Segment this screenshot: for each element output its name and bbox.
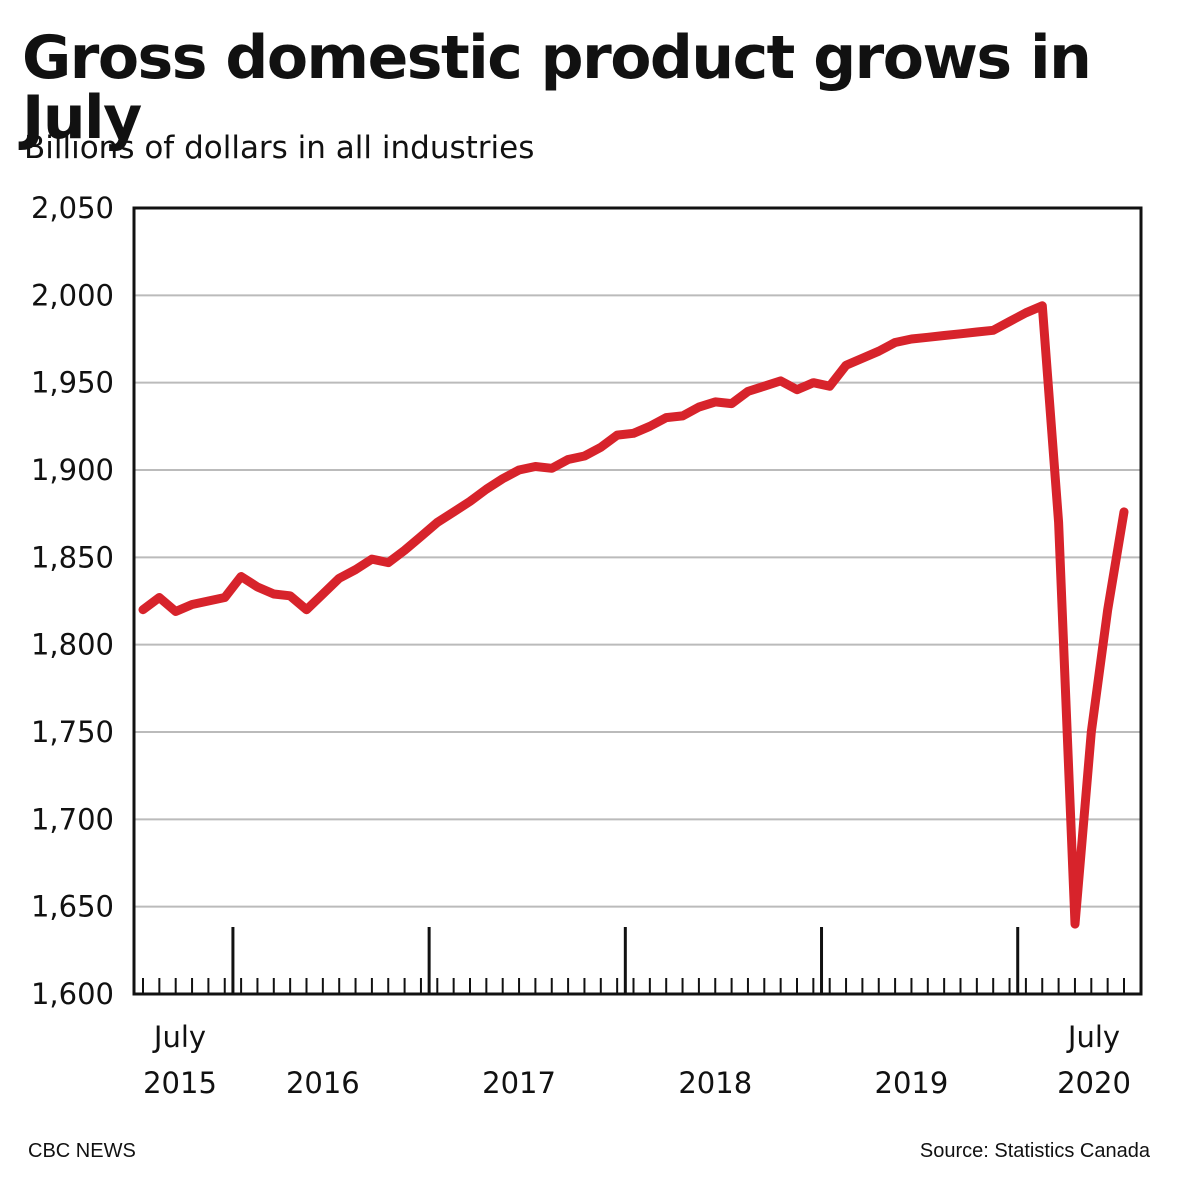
data-point [453,511,454,512]
data-point [273,594,274,595]
data-point [388,562,389,563]
data-point [862,358,863,359]
x-tick-label-year: 2015 [143,1066,217,1100]
gdp-series-line [138,301,1129,929]
y-tick-label: 1,650 [31,890,114,924]
data-point [1091,732,1092,733]
data-point [878,351,879,352]
data-point [241,576,242,577]
data-point [666,417,667,418]
y-tick-label: 1,900 [31,453,114,487]
data-point [976,332,977,333]
y-tick-label: 2,000 [31,278,114,312]
data-point [715,401,716,402]
data-point [698,407,699,408]
data-point [519,470,520,471]
data-point [1042,305,1043,306]
data-point [944,335,945,336]
data-point [895,342,896,343]
x-tick-label-year: 2016 [286,1066,360,1100]
y-tick-label: 1,600 [31,977,114,1011]
data-point [322,594,323,595]
data-point [208,601,209,602]
x-tick-label-year: 2017 [482,1066,556,1100]
data-point [1009,321,1010,322]
data-point [486,489,487,490]
data-point [502,478,503,479]
data-point [306,609,307,610]
y-tick-label: 1,750 [31,715,114,749]
source-brand: CBC NEWS [28,1140,136,1162]
chart-title: Gross domestic product grows in July [22,23,1092,153]
y-tick-label: 1,800 [31,628,114,662]
y-tick-label: 1,850 [31,540,114,574]
data-point [1025,312,1026,313]
data-point [175,611,176,612]
y-tick-label: 1,950 [31,366,114,400]
data-point [747,391,748,392]
data-point [355,569,356,570]
chart-subtitle: Billions of dollars in all industries [24,130,535,166]
data-point [649,426,650,427]
data-point [257,587,258,588]
data-point [584,456,585,457]
x-tick-label-year: 2019 [875,1066,949,1100]
data-point [1058,522,1059,523]
y-tick-label: 1,700 [31,802,114,836]
data-point [617,435,618,436]
x-tick-label-month: July [152,1020,206,1054]
data-point [993,330,994,331]
data-point [682,415,683,416]
data-point [813,382,814,383]
data-point [224,597,225,598]
data-point [911,339,912,340]
data-point [1124,511,1125,512]
data-point [339,578,340,579]
data-point [927,337,928,338]
data-point [420,536,421,537]
data-point [568,459,569,460]
data-point [846,365,847,366]
data-point [404,550,405,551]
data-point [764,386,765,387]
data-point [143,609,144,610]
data-point [797,389,798,390]
data-point [290,595,291,596]
data-point [829,386,830,387]
x-tick-label-year: 2020 [1057,1066,1131,1100]
x-tick-label-month: July [1066,1020,1120,1054]
data-point [1074,924,1075,925]
data-point [960,333,961,334]
data-point [470,501,471,502]
data-point [159,597,160,598]
y-tick-label: 2,050 [31,191,114,225]
data-point [780,380,781,381]
data-point [551,468,552,469]
x-tick-label-year: 2018 [678,1066,752,1100]
data-point [371,559,372,560]
data-point [192,604,193,605]
data-point [535,466,536,467]
data-point [633,433,634,434]
data-point [1107,609,1108,610]
source-credit: Source: Statistics Canada [919,1140,1150,1162]
plot-frame [132,206,1143,996]
data-point [600,447,601,448]
data-point [731,403,732,404]
data-point [437,522,438,523]
